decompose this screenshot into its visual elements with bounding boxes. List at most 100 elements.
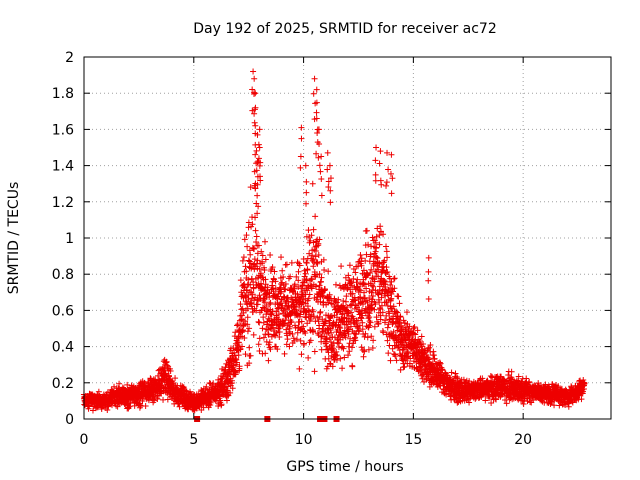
data-point <box>328 312 335 319</box>
data-point <box>309 180 316 187</box>
data-point <box>308 312 315 319</box>
data-point <box>250 285 257 292</box>
data-point <box>327 327 334 334</box>
data-point <box>350 275 357 282</box>
data-point <box>283 261 290 268</box>
data-point <box>353 331 360 338</box>
data-point <box>349 290 356 297</box>
data-point <box>321 267 328 274</box>
data-point <box>318 274 325 281</box>
data-point <box>298 135 305 142</box>
data-point <box>380 329 387 336</box>
data-point <box>493 396 500 403</box>
data-point <box>361 289 368 296</box>
data-point <box>246 325 253 332</box>
data-point <box>376 299 383 306</box>
data-point <box>255 341 262 348</box>
data-point <box>172 375 179 382</box>
data-point <box>218 401 225 408</box>
data-point <box>295 284 302 291</box>
data-point <box>266 301 273 308</box>
x-tick-label: 15 <box>404 432 422 448</box>
data-point <box>342 281 349 288</box>
data-point <box>427 341 434 348</box>
data-point <box>164 396 171 403</box>
data-point <box>302 162 309 169</box>
data-point <box>414 327 421 334</box>
data-point <box>385 292 392 299</box>
data-point <box>286 343 293 350</box>
data-point <box>453 373 460 380</box>
data-point <box>306 291 313 298</box>
data-point <box>452 370 459 377</box>
data-point <box>302 330 309 337</box>
data-point <box>298 351 305 358</box>
data-point <box>368 289 375 296</box>
data-point <box>254 192 261 199</box>
data-point <box>235 339 242 346</box>
data-point <box>326 291 333 298</box>
data-point <box>247 281 254 288</box>
data-point <box>345 352 352 359</box>
data-point <box>280 273 287 280</box>
data-point <box>297 311 304 318</box>
data-point <box>297 337 304 344</box>
data-point <box>406 323 413 330</box>
data-point <box>354 276 361 283</box>
data-point <box>515 373 522 380</box>
data-point <box>217 397 224 404</box>
data-point <box>383 269 390 276</box>
data-point <box>390 275 397 282</box>
data-point <box>279 267 286 274</box>
data-point <box>508 368 515 375</box>
data-point <box>281 350 288 357</box>
data-point <box>324 149 331 156</box>
data-point <box>262 256 269 263</box>
data-point <box>371 323 378 330</box>
data-point <box>352 297 359 304</box>
data-point <box>334 352 341 359</box>
data-point <box>261 267 268 274</box>
data-point <box>365 323 372 330</box>
data-point <box>311 75 318 82</box>
data-point <box>250 279 257 286</box>
data-point <box>244 301 251 308</box>
data-point <box>404 348 411 355</box>
data-point <box>251 256 258 263</box>
data-point <box>296 262 303 269</box>
data-point <box>403 309 410 316</box>
data-point <box>288 318 295 325</box>
data-point <box>325 349 332 356</box>
data-point <box>370 337 377 344</box>
data-point <box>298 285 305 292</box>
data-point <box>488 399 495 406</box>
data-point <box>362 330 369 337</box>
data-point <box>448 369 455 376</box>
data-point <box>239 327 246 334</box>
data-point <box>247 299 254 306</box>
data-point <box>357 294 364 301</box>
data-point <box>309 252 316 259</box>
data-point <box>295 277 302 284</box>
data-point <box>224 383 231 390</box>
data-point <box>383 264 390 271</box>
data-point <box>315 318 322 325</box>
data-point <box>293 273 300 280</box>
data-point <box>327 360 334 367</box>
data-point <box>124 381 131 388</box>
data-point <box>311 368 318 375</box>
data-point <box>385 166 392 173</box>
y-tick-label: 1.8 <box>52 86 74 102</box>
data-point <box>411 323 418 330</box>
data-point <box>299 283 306 290</box>
data-point <box>418 333 425 340</box>
data-point <box>275 311 282 318</box>
y-tick-label: 0.4 <box>52 340 74 356</box>
data-point <box>254 250 261 257</box>
y-tick-label: 1.2 <box>52 195 74 211</box>
data-point <box>304 266 311 273</box>
data-point <box>400 317 407 324</box>
data-point <box>366 318 373 325</box>
data-point <box>328 329 335 336</box>
data-point <box>232 371 239 378</box>
